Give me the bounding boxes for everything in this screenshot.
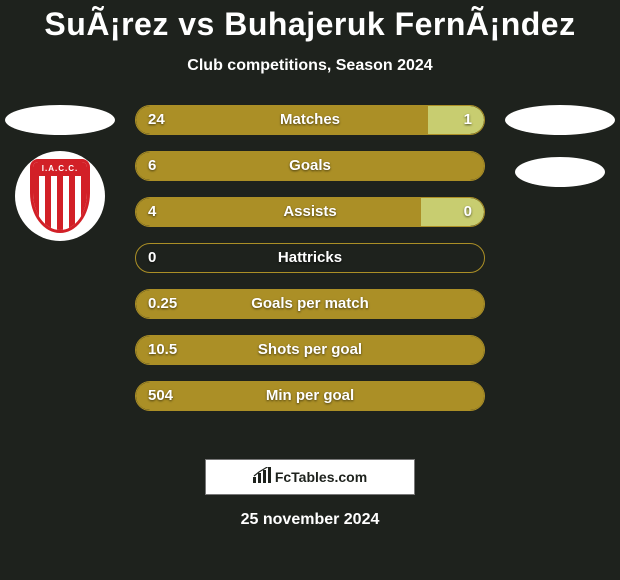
page-title: SuÃ¡rez vs Buhajeruk FernÃ¡ndez bbox=[0, 6, 620, 43]
stat-row: 10.5Shots per goal bbox=[135, 335, 485, 365]
stat-row: 6Goals bbox=[135, 151, 485, 181]
stat-label: Matches bbox=[136, 106, 484, 134]
stat-label: Assists bbox=[136, 198, 484, 226]
player2-photo-placeholder bbox=[505, 105, 615, 135]
stat-row: 4Assists0 bbox=[135, 197, 485, 227]
club-shield-icon: I.A.C.C. bbox=[30, 159, 90, 233]
stat-row: 0Hattricks bbox=[135, 243, 485, 273]
stat-value-player2: 0 bbox=[464, 198, 472, 226]
player1-badge-column: I.A.C.C. bbox=[0, 105, 120, 241]
stat-row: 504Min per goal bbox=[135, 381, 485, 411]
stat-label: Min per goal bbox=[136, 382, 484, 410]
player2-badge-column bbox=[500, 105, 620, 187]
page-subtitle: Club competitions, Season 2024 bbox=[0, 57, 620, 75]
stat-row: 0.25Goals per match bbox=[135, 289, 485, 319]
attribution-badge: FcTables.com bbox=[205, 459, 415, 495]
chart-icon bbox=[253, 467, 271, 488]
stat-row: 24Matches1 bbox=[135, 105, 485, 135]
stat-label: Hattricks bbox=[136, 244, 484, 272]
stat-value-player2: 1 bbox=[464, 106, 472, 134]
stat-label: Goals bbox=[136, 152, 484, 180]
stat-label: Goals per match bbox=[136, 290, 484, 318]
club-initials: I.A.C.C. bbox=[30, 162, 90, 176]
stat-label: Shots per goal bbox=[136, 336, 484, 364]
attribution-text: FcTables.com bbox=[275, 469, 367, 485]
player1-photo-placeholder bbox=[5, 105, 115, 135]
player1-club-badge: I.A.C.C. bbox=[15, 151, 105, 241]
comparison-date: 25 november 2024 bbox=[0, 511, 620, 529]
stats-stage: I.A.C.C. 24Matches16Goals4Assists00Hattr… bbox=[0, 105, 620, 445]
comparison-card: SuÃ¡rez vs Buhajeruk FernÃ¡ndez Club com… bbox=[0, 6, 620, 529]
stat-bars: 24Matches16Goals4Assists00Hattricks0.25G… bbox=[135, 105, 485, 427]
player2-club-placeholder bbox=[515, 157, 605, 187]
